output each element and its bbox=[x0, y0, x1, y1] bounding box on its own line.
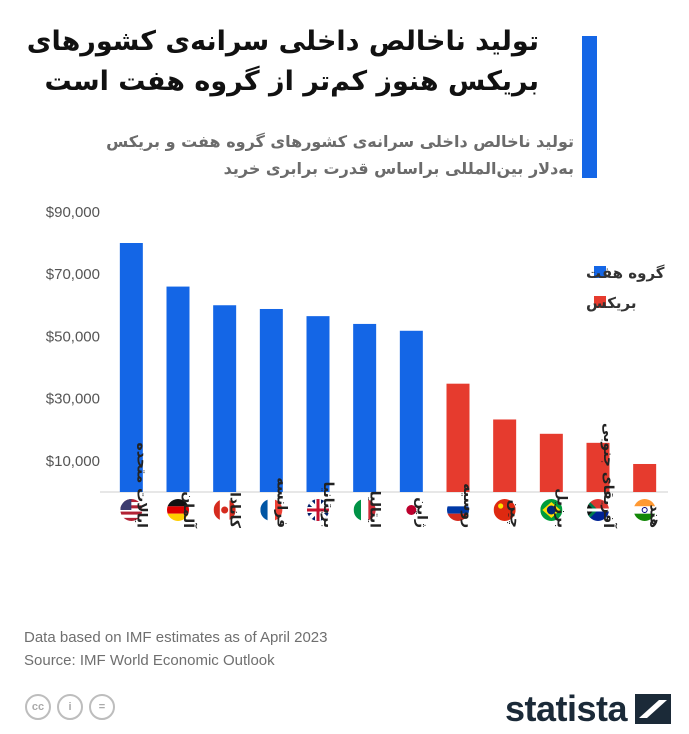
bar bbox=[306, 316, 330, 492]
y-tick-label: $70,000 bbox=[46, 266, 100, 283]
legend-box bbox=[498, 256, 630, 322]
statista-mark-icon bbox=[635, 694, 671, 724]
flag-usa-icon bbox=[120, 499, 143, 521]
x-tick-label: آفریقای جنوبی bbox=[600, 423, 618, 529]
license-icons: cc i = bbox=[25, 694, 115, 720]
footer-notes: Data based on IMF estimates as of April … bbox=[24, 626, 328, 672]
title-line-1: تولید ناخالص داخلی سرانه‌ی کشورهای bbox=[26, 26, 539, 57]
bar bbox=[166, 286, 190, 492]
flag-france-icon bbox=[260, 499, 283, 521]
flag-india-icon bbox=[633, 499, 656, 521]
no-derivatives-icon[interactable]: = bbox=[89, 694, 115, 720]
x-tick-label: کانادا bbox=[227, 492, 243, 529]
bar bbox=[493, 419, 517, 492]
statista-logo[interactable]: statista bbox=[505, 688, 671, 730]
legend: گروه هفت بریکس bbox=[498, 256, 665, 322]
flag-uk-icon bbox=[307, 499, 329, 521]
bar bbox=[213, 305, 237, 492]
subtitle-line-2: به‌دلار بین‌المللی براساس قدرت برابری خر… bbox=[223, 159, 574, 178]
creative-commons-icon[interactable]: cc bbox=[25, 694, 51, 720]
brand-name: statista bbox=[504, 688, 628, 729]
flag-canada-icon bbox=[213, 499, 236, 521]
flag-brazil-icon bbox=[540, 499, 563, 521]
x-tick-label: روسیه bbox=[460, 483, 476, 528]
flag-germany-icon bbox=[167, 499, 189, 521]
bar bbox=[399, 330, 423, 492]
bar bbox=[446, 383, 470, 492]
flag-russia-icon bbox=[447, 499, 469, 521]
chart-title: تولید ناخالص داخلی سرانه‌ی کشورهای بریکس… bbox=[26, 22, 539, 102]
legend-label: گروه هفت bbox=[586, 264, 665, 282]
accent-bar bbox=[582, 36, 597, 178]
bar bbox=[353, 323, 377, 492]
flag-south-africa-icon bbox=[587, 499, 609, 521]
bar bbox=[539, 433, 563, 492]
x-tick-label: آلمان bbox=[180, 491, 198, 529]
bar bbox=[586, 442, 610, 492]
x-tick-label: ایالات متحده bbox=[133, 442, 149, 528]
bar bbox=[259, 308, 283, 492]
legend-swatch bbox=[594, 266, 606, 278]
title-line-2: بریکس هنوز کم‌تر از گروه هفت است bbox=[44, 66, 539, 97]
data-note: Data based on IMF estimates as of April … bbox=[24, 629, 328, 646]
legend-swatch bbox=[594, 296, 606, 308]
y-tick-label: $10,000 bbox=[46, 453, 100, 470]
x-tick-label: ژاپن bbox=[413, 497, 429, 528]
flag-japan-icon bbox=[400, 499, 423, 521]
flag-italy-icon bbox=[353, 499, 376, 521]
flag-china-icon bbox=[493, 499, 516, 521]
y-tick-label: $50,000 bbox=[46, 328, 100, 345]
x-tick-label: هند bbox=[647, 504, 663, 528]
bar bbox=[119, 243, 143, 492]
source-note: Source: IMF World Economic Outlook bbox=[24, 652, 275, 669]
x-tick-label: ایتالیا bbox=[367, 491, 383, 528]
y-tick-label: $90,000 bbox=[46, 204, 100, 221]
subtitle-line-1: تولید ناخالص داخلی سرانه‌ی کشورهای گروه … bbox=[106, 132, 574, 151]
x-tick-label: چین bbox=[507, 500, 523, 528]
bar bbox=[633, 463, 657, 492]
x-tick-label: بریتانیا bbox=[320, 482, 336, 528]
attribution-icon[interactable]: i bbox=[57, 694, 83, 720]
legend-label: بریکس bbox=[586, 294, 637, 312]
x-tick-label: فرانسه bbox=[273, 477, 289, 528]
y-tick-label: $30,000 bbox=[46, 391, 100, 408]
x-tick-label: برزیل bbox=[553, 488, 569, 528]
chart-subtitle: تولید ناخالص داخلی سرانه‌ی کشورهای گروه … bbox=[54, 128, 574, 182]
